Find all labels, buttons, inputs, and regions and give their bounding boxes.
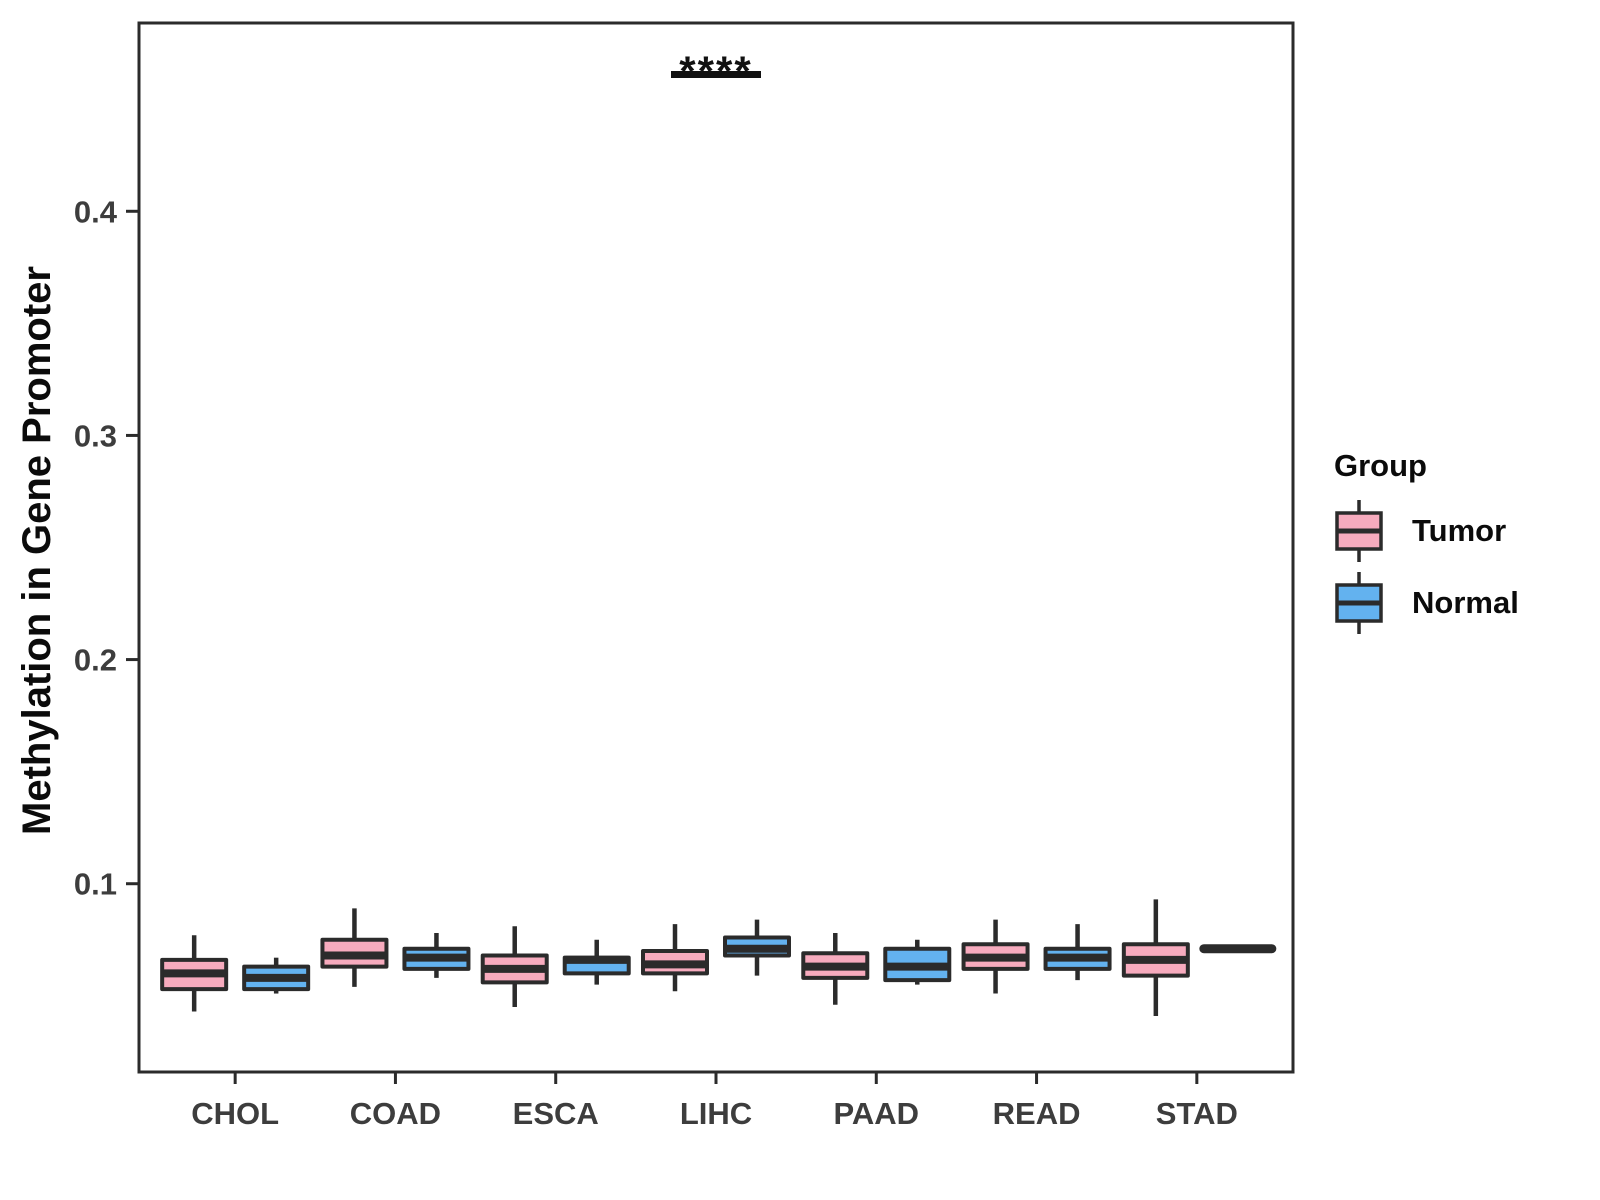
box-PAAD-Normal	[883, 939, 952, 985]
x-tick-label-STAD: STAD	[1156, 1096, 1238, 1131]
box-COAD-Normal	[402, 933, 471, 978]
box-CHOL-Normal	[242, 957, 311, 994]
legend-item-normal: Normal	[1332, 570, 1519, 636]
x-tick-label-READ: READ	[993, 1096, 1081, 1131]
y-tick-label-0.2: 0.2	[74, 643, 117, 678]
box-PAAD-Tumor	[801, 933, 870, 1005]
legend: Group Tumor Normal	[1332, 448, 1519, 642]
box-READ-Tumor	[961, 919, 1030, 994]
box-LIHC-Tumor	[641, 924, 709, 992]
box-STAD-Tumor	[1121, 899, 1190, 1016]
legend-label-normal: Normal	[1412, 585, 1519, 620]
y-tick-label-0.1: 0.1	[74, 867, 117, 902]
box-ESCA-Normal	[562, 939, 631, 985]
y-tick-label-0.4: 0.4	[74, 194, 118, 229]
significance-annotation-LIHC: ****	[671, 48, 761, 95]
legend-label-tumor: Tumor	[1412, 513, 1507, 548]
significance-label: ****	[679, 48, 752, 95]
x-tick-label-PAAD: PAAD	[834, 1096, 920, 1131]
panel-border	[137, 21, 1295, 1074]
tumor-boxplot-swatch-icon	[1335, 500, 1383, 562]
box-CHOL-Tumor	[160, 935, 229, 1012]
box-ESCA-Tumor	[480, 926, 549, 1007]
box-READ-Normal	[1043, 924, 1112, 981]
y-tick-label-0.3: 0.3	[74, 418, 117, 453]
normal-boxplot-swatch-icon	[1335, 572, 1383, 634]
x-tick-label-CHOL: CHOL	[191, 1096, 279, 1131]
box-COAD-Tumor	[320, 908, 389, 987]
legend-item-tumor: Tumor	[1332, 498, 1519, 564]
x-tick-label-COAD: COAD	[350, 1096, 441, 1131]
x-tick-label-LIHC: LIHC	[680, 1096, 752, 1131]
legend-title: Group	[1334, 448, 1427, 483]
x-tick-label-ESCA: ESCA	[513, 1096, 599, 1131]
box-LIHC-Normal	[723, 919, 791, 976]
